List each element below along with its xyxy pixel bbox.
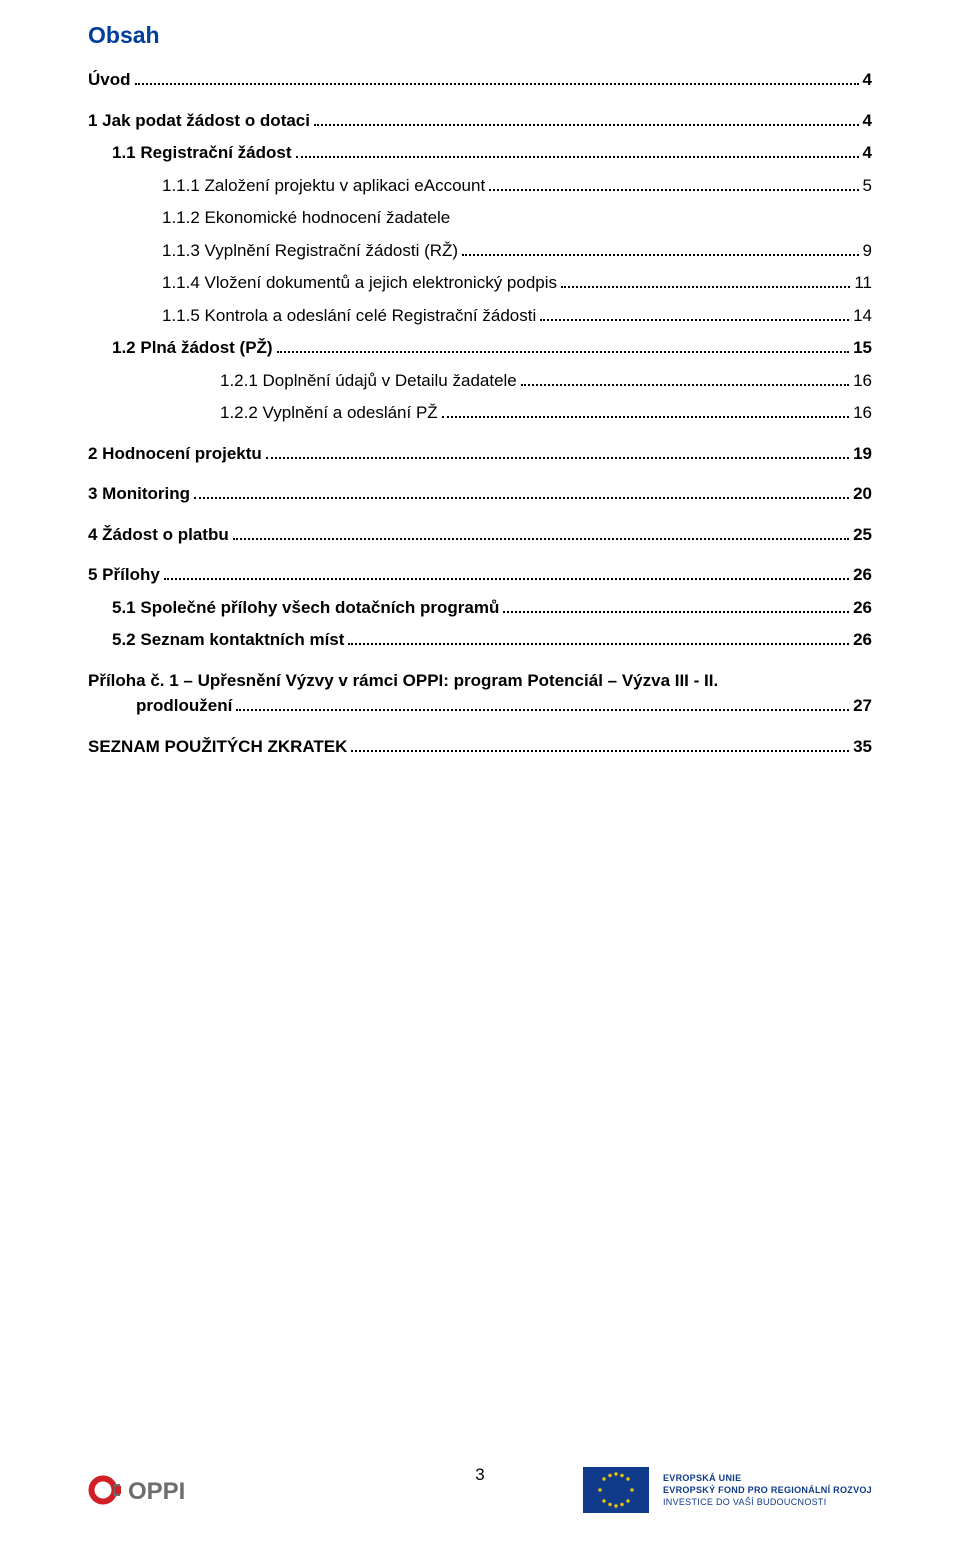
toc-entry: SEZNAM POUŽITÝCH ZKRATEK 35 [88, 734, 872, 760]
toc-gap [88, 514, 872, 522]
toc-leader-dots [296, 141, 859, 158]
toc-gap [88, 660, 872, 668]
toc-entry-page: 4 [863, 67, 872, 93]
toc-leader-dots [462, 238, 858, 255]
toc-entry: 5.1 Společné přílohy všech dotačních pro… [88, 595, 872, 621]
toc-entry-label: 5.2 Seznam kontaktních míst [112, 627, 344, 653]
toc-gap [88, 433, 872, 441]
toc-entry-label: 5 Přílohy [88, 562, 160, 588]
toc-gap [88, 726, 872, 734]
toc-entry-label: Úvod [88, 67, 131, 93]
toc-entry: 1 Jak podat žádost o dotaci 4 [88, 108, 872, 134]
toc-leader-dots [266, 441, 849, 458]
toc-entry-page: 25 [853, 522, 872, 548]
toc-leader-dots [164, 563, 849, 580]
toc-entry: 1.1.4 Vložení dokumentů a jejich elektro… [88, 270, 872, 296]
toc-entry: 1.1.3 Vyplnění Registrační žádosti (RŽ) … [88, 238, 872, 264]
toc-entry-label: 1 Jak podat žádost o dotaci [88, 108, 310, 134]
toc-entry-page: 26 [853, 627, 872, 653]
toc-entry-page: 27 [853, 693, 872, 719]
toc-entry-page: 5 [863, 173, 872, 199]
page-number: 3 [88, 1465, 872, 1485]
toc-entry-page: 9 [863, 238, 872, 264]
toc-entry: 1.2.1 Doplnění údajů v Detailu žadatele … [88, 368, 872, 394]
toc-entry-label: 1.1.5 Kontrola a odeslání celé Registrač… [162, 303, 536, 329]
toc-entry-page: 4 [863, 140, 872, 166]
toc-entry-page: 19 [853, 441, 872, 467]
toc-entry-label: SEZNAM POUŽITÝCH ZKRATEK [88, 734, 347, 760]
toc-entry-page: 16 [853, 400, 872, 426]
toc-entry-page: 26 [853, 595, 872, 621]
toc-entry-label: Příloha č. 1 – Upřesnění Výzvy v rámci O… [88, 668, 872, 694]
toc-leader-dots [540, 303, 849, 320]
toc-leader-dots [521, 368, 849, 385]
toc-entry-label: 1.1.1 Založení projektu v aplikaci eAcco… [162, 173, 485, 199]
toc-leader-dots [194, 482, 849, 499]
page-footer: OPPI 3 [88, 1467, 872, 1513]
toc-entry-page: 35 [853, 734, 872, 760]
toc-leader-dots [135, 68, 859, 85]
toc-entry-page: 15 [853, 335, 872, 361]
toc-entry-label: 1.2 Plná žádost (PŽ) [112, 335, 273, 361]
toc-entry-label: 1.1.3 Vyplnění Registrační žádosti (RŽ) [162, 238, 458, 264]
toc-entry: 5 Přílohy 26 [88, 562, 872, 588]
toc-leader-dots [351, 734, 849, 751]
toc-entry-label: 1.1.4 Vložení dokumentů a jejich elektro… [162, 270, 557, 296]
toc-entry-page: 4 [863, 108, 872, 134]
toc-entry: 2 Hodnocení projektu 19 [88, 441, 872, 467]
toc-gap [88, 100, 872, 108]
toc-gap [88, 554, 872, 562]
toc-leader-dots [348, 628, 849, 645]
toc-entry-label: 1.1 Registrační žádost [112, 140, 292, 166]
eu-text-line-3: INVESTICE DO VAŠÍ BUDOUCNOSTI [663, 1496, 872, 1508]
toc-entry-page: 26 [853, 562, 872, 588]
toc-title: Obsah [88, 22, 872, 49]
toc-entry-label: 3 Monitoring [88, 481, 190, 507]
toc-entry: 4 Žádost o platbu 25 [88, 522, 872, 548]
toc-leader-dots [503, 595, 849, 612]
toc-entry: 5.2 Seznam kontaktních míst 26 [88, 627, 872, 653]
eu-text-line-2: EVROPSKÝ FOND PRO REGIONÁLNÍ ROZVOJ [663, 1484, 872, 1496]
toc-entry-page: 14 [853, 303, 872, 329]
toc-entry-label: 2 Hodnocení projektu [88, 441, 262, 467]
toc-leader-dots [314, 108, 859, 125]
toc-entry-label: 1.2.1 Doplnění údajů v Detailu žadatele [220, 368, 517, 394]
toc-entry: Úvod 4 [88, 67, 872, 93]
toc-entry-label: 1.2.2 Vyplnění a odeslání PŽ [220, 400, 438, 426]
toc-leader-dots [236, 694, 849, 711]
table-of-contents: Úvod 41 Jak podat žádost o dotaci 41.1 R… [88, 67, 872, 759]
toc-entry: 1.1 Registrační žádost 4 [88, 140, 872, 166]
toc-entry-page: 16 [853, 368, 872, 394]
document-page: Obsah Úvod 41 Jak podat žádost o dotaci … [0, 0, 960, 1541]
toc-leader-dots [277, 336, 849, 353]
toc-entry: Příloha č. 1 – Upřesnění Výzvy v rámci O… [88, 668, 872, 719]
toc-entry: 1.1.2 Ekonomické hodnocení žadatele [88, 205, 872, 231]
toc-entry-label: 5.1 Společné přílohy všech dotačních pro… [112, 595, 499, 621]
toc-leader-dots [489, 173, 858, 190]
toc-entry: 1.1.5 Kontrola a odeslání celé Registrač… [88, 303, 872, 329]
toc-entry: 1.2 Plná žádost (PŽ) 15 [88, 335, 872, 361]
toc-entry-label: 4 Žádost o platbu [88, 522, 229, 548]
toc-entry-page: 20 [853, 481, 872, 507]
toc-leader-dots [233, 522, 849, 539]
toc-entry: 1.2.2 Vyplnění a odeslání PŽ 16 [88, 400, 872, 426]
toc-leader-dots [561, 271, 850, 288]
toc-entry-label: 1.1.2 Ekonomické hodnocení žadatele [162, 205, 450, 231]
toc-entry-page: 11 [854, 270, 872, 296]
toc-entry-label: prodloužení [136, 693, 232, 719]
toc-leader-dots [442, 401, 849, 418]
toc-entry: 3 Monitoring 20 [88, 481, 872, 507]
toc-gap [88, 473, 872, 481]
toc-entry: 1.1.1 Založení projektu v aplikaci eAcco… [88, 173, 872, 199]
